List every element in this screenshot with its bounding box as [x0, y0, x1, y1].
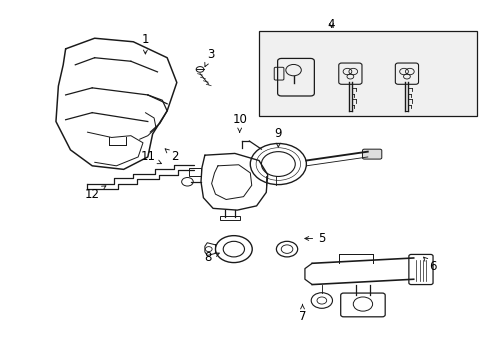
Bar: [259, 31, 476, 116]
Text: 2: 2: [165, 149, 178, 163]
Bar: [188, 168, 201, 176]
Text: 9: 9: [274, 127, 282, 147]
Bar: [220, 216, 239, 220]
Text: 4: 4: [327, 18, 335, 31]
Text: 11: 11: [140, 150, 161, 164]
Text: 6: 6: [423, 257, 436, 273]
FancyBboxPatch shape: [362, 149, 381, 159]
Text: 3: 3: [204, 48, 214, 67]
Text: 12: 12: [84, 186, 105, 201]
Text: 7: 7: [298, 304, 305, 323]
Text: 5: 5: [304, 232, 325, 245]
Text: 10: 10: [232, 113, 246, 132]
Text: 8: 8: [204, 252, 219, 265]
Text: 1: 1: [142, 33, 149, 54]
